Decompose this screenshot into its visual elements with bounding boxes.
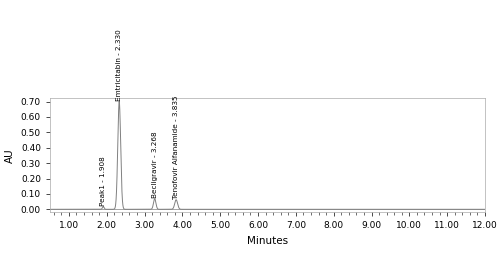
- Text: Tenofovir Alfanamide - 3.835: Tenofovir Alfanamide - 3.835: [173, 96, 179, 199]
- Text: Emtricitabin - 2.330: Emtricitabin - 2.330: [116, 29, 122, 101]
- Y-axis label: AU: AU: [6, 148, 16, 163]
- Text: Becligravir - 3.268: Becligravir - 3.268: [152, 132, 158, 198]
- X-axis label: Minutes: Minutes: [247, 236, 288, 246]
- Text: Peak1 - 1.908: Peak1 - 1.908: [100, 156, 106, 206]
